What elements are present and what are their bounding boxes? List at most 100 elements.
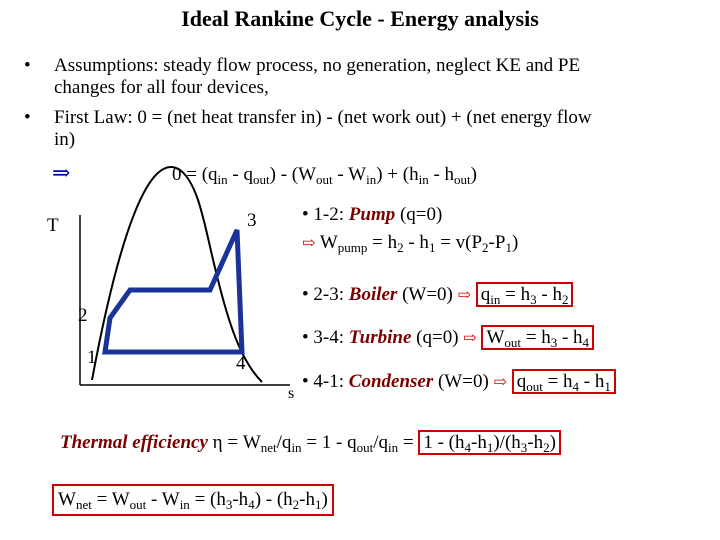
hollow-arrow-icon: ⇨ <box>302 235 316 252</box>
process-condition: (W=0) <box>397 284 453 305</box>
bullet-dot: • <box>24 107 31 128</box>
eq-sub: out <box>356 440 374 455</box>
eq-part: ) <box>470 164 477 185</box>
process-range: 2-3: <box>313 284 349 305</box>
efficiency-result-box: 1 - (h4-h1)/(h3-h2) <box>418 430 561 455</box>
eq-sub: 1 <box>315 497 322 512</box>
eq-sub: out <box>504 335 521 350</box>
axis-label-t: T <box>47 215 59 236</box>
eq-sub: out <box>454 172 471 187</box>
eq-part: ) <box>511 232 519 253</box>
eq-sub: 4 <box>248 497 255 512</box>
eq-sub: 1 <box>604 379 611 394</box>
eq-part: - q <box>227 164 253 185</box>
process-pump: • 1-2: Pump (q=0) <box>302 204 442 226</box>
eq-part: )/(h <box>493 432 521 453</box>
process-condenser: • 4-1: Condenser (W=0) ⇨ qout = h4 - h1 <box>302 369 616 394</box>
eq-sub: pump <box>337 240 368 255</box>
process-condition: (q=0) <box>395 204 443 225</box>
eq-part: η <box>207 432 223 453</box>
bullet-dot: • <box>302 371 309 392</box>
eq-part: W <box>319 232 338 253</box>
eq-part: - h <box>428 164 455 185</box>
hollow-arrow-icon: ⇨ <box>493 374 507 391</box>
eq-part: ) + (h <box>376 164 419 185</box>
process-condition: (q=0) <box>411 327 459 348</box>
eq-part: = W <box>222 432 261 453</box>
eq-sub: 2 <box>482 240 489 255</box>
eq-part: = h <box>521 327 551 348</box>
energy-equation: 0 = (qin - qout) - (Wout - Win) + (hin -… <box>172 164 477 186</box>
eq-sub: in <box>490 292 501 307</box>
eq-part: = <box>398 432 419 453</box>
boiler-heat-box: qin = h3 - h2 <box>475 282 574 307</box>
eq-sub: in <box>388 440 399 455</box>
bullet-line: changes for all four devices, <box>54 77 269 98</box>
eq-part: ) - (W <box>269 164 317 185</box>
eq-sub: 4 <box>464 440 472 455</box>
bullet-dot: • <box>24 55 31 76</box>
saturation-dome <box>91 166 263 383</box>
state-label-4: 4 <box>236 353 246 374</box>
process-range: 4-1: <box>313 371 349 392</box>
implies-arrow-icon: ⇒ <box>52 160 71 185</box>
eq-sub: 2 <box>292 497 300 512</box>
eq-sub: 4 <box>582 335 590 350</box>
eq-part: ) - (h <box>254 489 293 510</box>
process-range: 3-4: <box>313 327 349 348</box>
bullet-line: Assumptions: steady flow process, no gen… <box>54 55 581 76</box>
eq-sub: 1 <box>505 240 512 255</box>
eq-part: /q <box>276 432 292 453</box>
process-range: 1-2: <box>313 204 349 225</box>
eq-sub: 3 <box>520 440 528 455</box>
eq-part: -h <box>527 432 544 453</box>
eq-part: - h <box>557 327 583 348</box>
eq-sub: net <box>260 440 277 455</box>
bullet-dot: • <box>302 284 309 305</box>
axis-label-s: s <box>288 385 295 402</box>
turbine-work-box: Wout = h3 - h4 <box>481 325 595 350</box>
eq-part: ) <box>321 489 328 510</box>
process-name: Condenser <box>348 371 434 392</box>
eq-sub: 2 <box>397 240 404 255</box>
eq-part: W <box>486 327 505 348</box>
efficiency-label: Thermal efficiency <box>60 432 208 453</box>
eq-sub: in <box>179 497 190 512</box>
eq-sub: 3 <box>225 497 233 512</box>
eq-part: W <box>58 489 76 510</box>
eq-sub: 4 <box>572 379 580 394</box>
page-title: Ideal Rankine Cycle - Energy analysis <box>181 6 539 31</box>
state-label-3: 3 <box>247 210 257 231</box>
process-boiler: • 2-3: Boiler (W=0) ⇨ qin = h3 - h2 <box>302 282 574 307</box>
eq-part: - W <box>332 164 367 185</box>
bullet-dot: • <box>302 204 309 225</box>
assumptions-list: • Assumptions: steady flow process, no g… <box>22 55 702 151</box>
eq-sub: 1 <box>428 240 436 255</box>
eq-part: -P <box>488 232 506 253</box>
process-condition: (W=0) <box>433 371 489 392</box>
eq-sub: net <box>75 497 92 512</box>
process-name: Turbine <box>348 327 412 348</box>
eq-part: 0 = (q <box>172 164 218 185</box>
eq-part: = h <box>367 232 398 253</box>
condenser-heat-box: qout = h4 - h1 <box>511 369 616 394</box>
eq-sub: out <box>253 172 270 187</box>
eq-sub: 3 <box>550 335 558 350</box>
eq-part: -h <box>232 489 249 510</box>
eq-part: q <box>516 371 527 392</box>
bullet-line: First Law: 0 = (net heat transfer in) - … <box>54 107 592 128</box>
eq-sub: in <box>217 172 228 187</box>
eq-part: /q <box>373 432 389 453</box>
bullet-line: in) <box>54 129 76 150</box>
eq-sub: out <box>316 172 333 187</box>
eq-part: = h <box>542 371 573 392</box>
hollow-arrow-icon: ⇨ <box>463 330 477 347</box>
process-turbine: • 3-4: Turbine (q=0) ⇨ Wout = h3 - h4 <box>302 325 595 350</box>
eq-part: = (h <box>189 489 226 510</box>
bullet-assumptions: • Assumptions: steady flow process, no g… <box>22 55 702 99</box>
eq-part: q <box>480 284 491 305</box>
hollow-arrow-icon: ⇨ <box>457 287 472 304</box>
process-name: Boiler <box>348 284 398 305</box>
net-work-box: Wnet = Wout - Win = (h3-h4) - (h2-h1) <box>52 484 334 516</box>
